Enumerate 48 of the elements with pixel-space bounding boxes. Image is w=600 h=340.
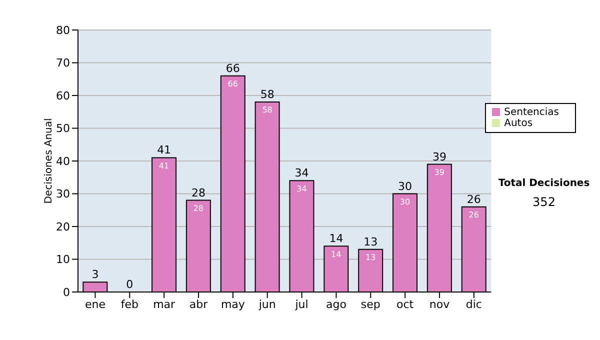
data-label: 28	[193, 204, 204, 213]
y-tick-label: 40	[56, 154, 70, 168]
total-label: 26	[466, 192, 481, 206]
x-tick-label: oct	[396, 298, 414, 311]
data-label: 41	[158, 161, 170, 170]
total-label: 3	[92, 268, 99, 282]
x-tick-label: feb	[120, 298, 138, 311]
total-label: 30	[398, 180, 412, 193]
total-label: 39	[432, 150, 446, 164]
text: Total Decisiones	[497, 178, 591, 189]
total-label: 0	[126, 278, 134, 291]
data-label: 58	[262, 106, 272, 115]
data-label: 34	[296, 184, 307, 194]
data-label: 26	[468, 210, 479, 220]
x-tick-label: ago	[326, 298, 347, 311]
x-tick-label: sep	[360, 298, 380, 311]
total-label: 28	[191, 186, 206, 200]
total-label: 13	[364, 235, 378, 248]
y-tick-label: 50	[56, 122, 70, 136]
total-label: 58	[260, 88, 274, 102]
y-axis-title: Decisiones Anual	[44, 118, 55, 204]
data-label: 13	[365, 253, 376, 262]
x-tick-label: dic	[466, 298, 482, 311]
text: 352	[532, 195, 556, 209]
x-tick-label: ene	[84, 298, 106, 311]
legend-label: Sentencias	[504, 107, 559, 118]
y-tick-label: 30	[56, 188, 70, 201]
y-tick-label: 70	[56, 56, 70, 70]
x-tick-label: abr	[189, 298, 208, 311]
y-tick-label: 60	[56, 89, 70, 102]
x-tick-label: nov	[429, 298, 450, 311]
data-label: 66	[228, 80, 238, 89]
data-label: 30	[400, 197, 410, 206]
y-tick-label: 20	[56, 220, 70, 234]
data-label: 39	[434, 168, 445, 177]
total-label: 14	[329, 232, 344, 246]
total-label: 66	[226, 62, 240, 75]
x-tick-label: mar	[153, 298, 176, 311]
y-tick-label: 0	[63, 286, 70, 299]
y-tick-label: 10	[56, 253, 70, 266]
total-label: 34	[294, 166, 309, 180]
x-tick-label: jul	[294, 298, 308, 311]
x-tick-label: may	[220, 298, 246, 311]
legend-label: Autos	[504, 118, 533, 129]
x-tick-label: jun	[258, 298, 276, 311]
data-label: 14	[331, 250, 342, 259]
y-tick-label: 80	[56, 24, 70, 37]
total-label: 41	[157, 144, 172, 157]
